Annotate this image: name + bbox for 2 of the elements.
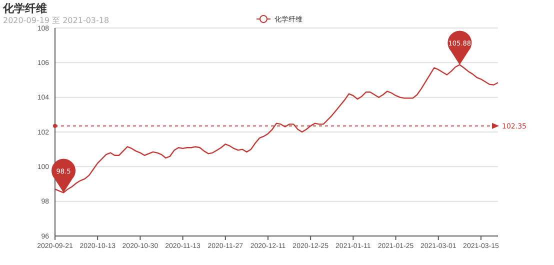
chart-title: 化学纤维 [2,2,47,15]
chart-subtitle: 2020-09-19 至 2021-03-18 [3,16,110,25]
